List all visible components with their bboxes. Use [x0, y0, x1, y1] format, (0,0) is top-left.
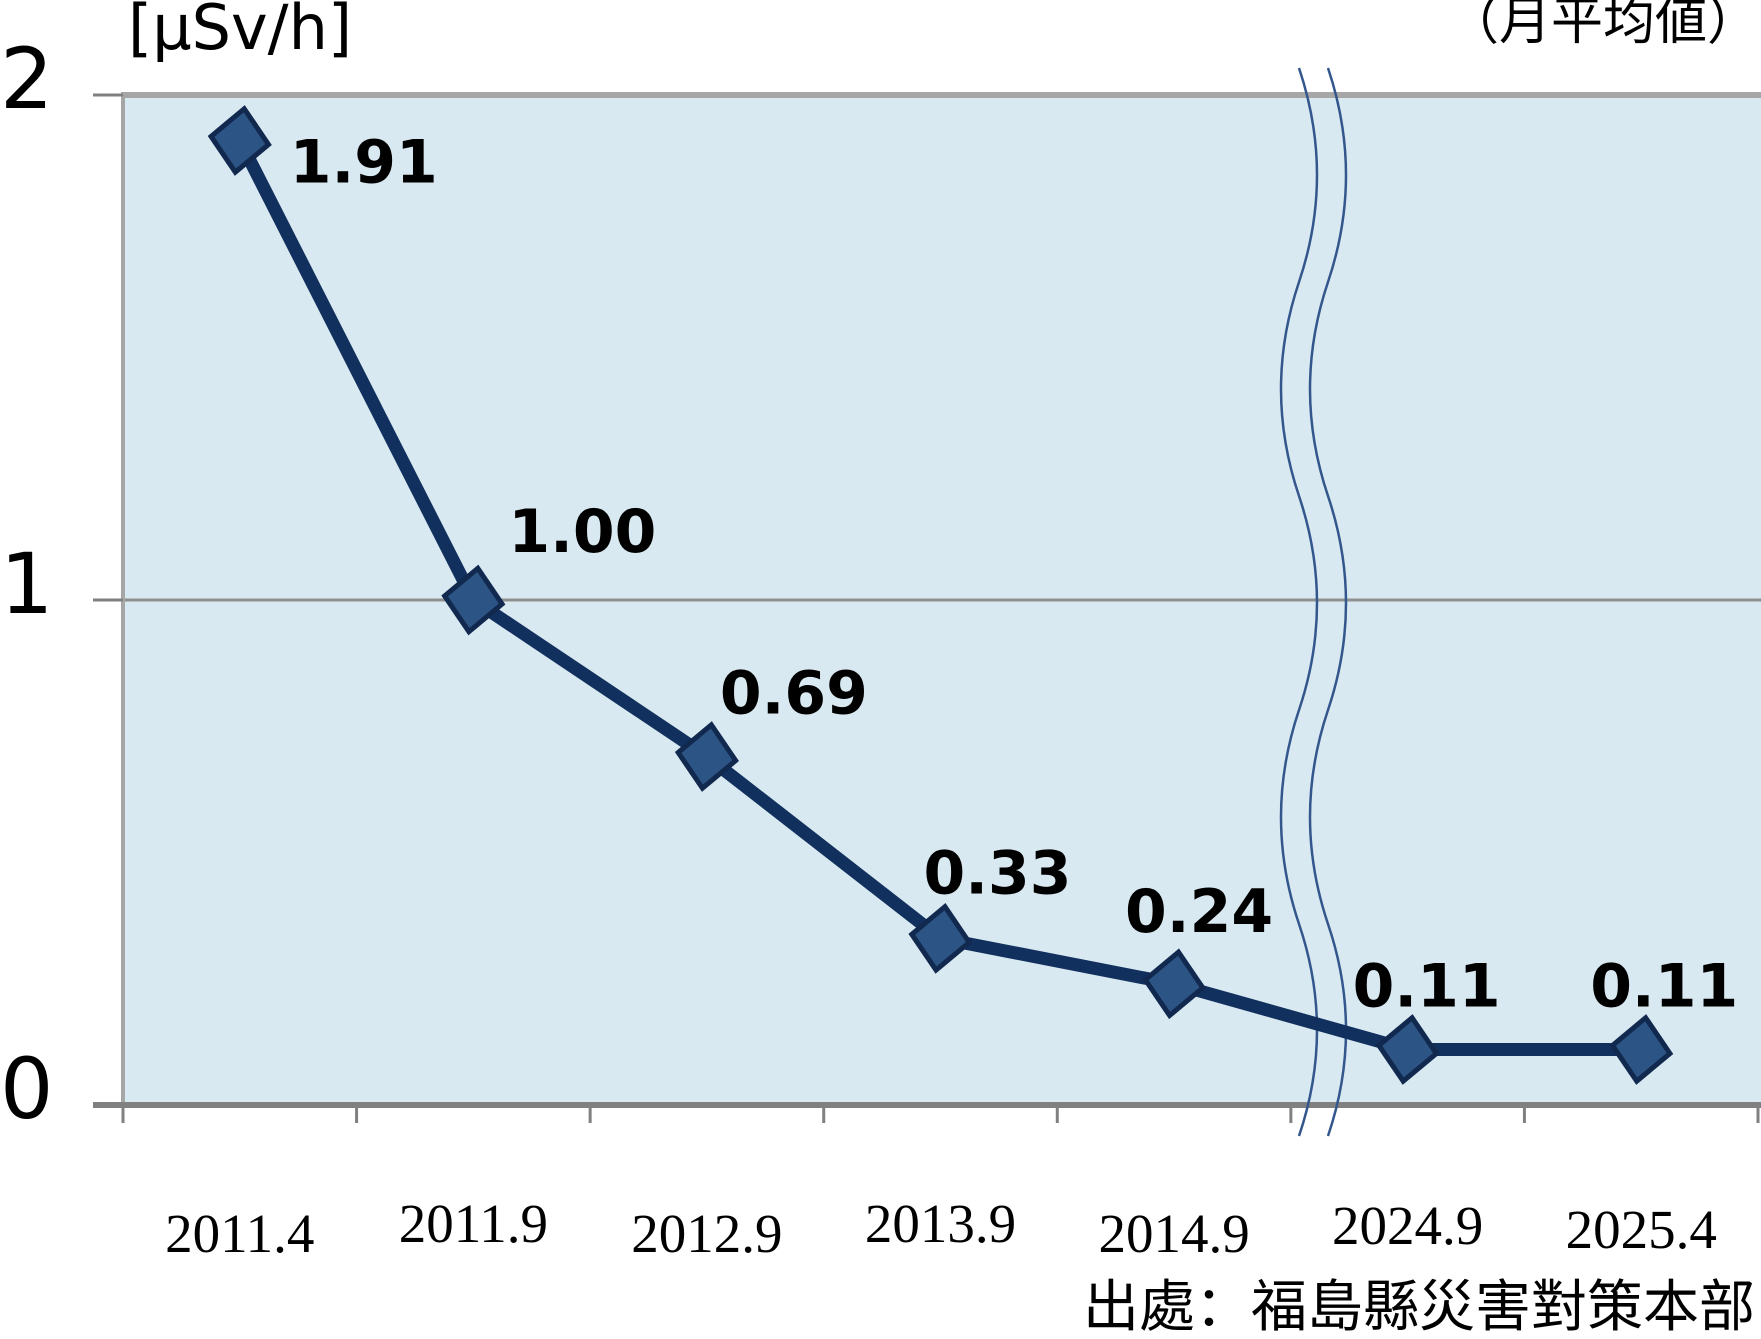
x-axis-label: 2024.9: [1332, 1195, 1484, 1256]
data-point-label: 0.69: [720, 659, 868, 729]
monthly-average-note: （月平均値）: [1446, 0, 1759, 51]
data-point-label: 0.24: [1125, 877, 1273, 947]
x-axis-label: 2012.9: [631, 1203, 783, 1264]
data-point-marker: [1142, 948, 1207, 1020]
y-axis-unit-label: [μSv/h]: [128, 0, 353, 64]
data-point-marker: [908, 902, 973, 974]
data-point-label: 1.00: [508, 497, 656, 567]
data-point-label: 1.91: [290, 127, 438, 197]
x-axis-label: 2011.4: [165, 1203, 315, 1264]
x-axis-label: 2025.4: [1565, 1199, 1717, 1260]
y-axis-label: 2: [0, 30, 54, 128]
source-caption: 出處：福島縣災害對策本部: [1083, 1277, 1755, 1339]
data-point-marker: [441, 564, 506, 636]
axis-break-wave: [1308, 67, 1348, 1137]
x-axis-label: 2014.9: [1098, 1203, 1250, 1264]
data-point-marker: [1375, 1014, 1440, 1085]
x-axis-label: 2011.9: [398, 1193, 548, 1254]
x-axis-label: 2013.9: [864, 1193, 1017, 1254]
data-point-label: 0.33: [923, 838, 1071, 908]
y-axis-label: 0: [0, 1040, 54, 1138]
data-point-marker: [674, 721, 739, 792]
data-point-marker: [207, 105, 272, 176]
data-point-label: 0.11: [1590, 951, 1738, 1021]
data-point-marker: [1609, 1014, 1674, 1085]
y-axis-label: 1: [0, 535, 54, 633]
axis-break-wave: [1279, 67, 1319, 1137]
data-point-label: 0.11: [1353, 951, 1501, 1021]
